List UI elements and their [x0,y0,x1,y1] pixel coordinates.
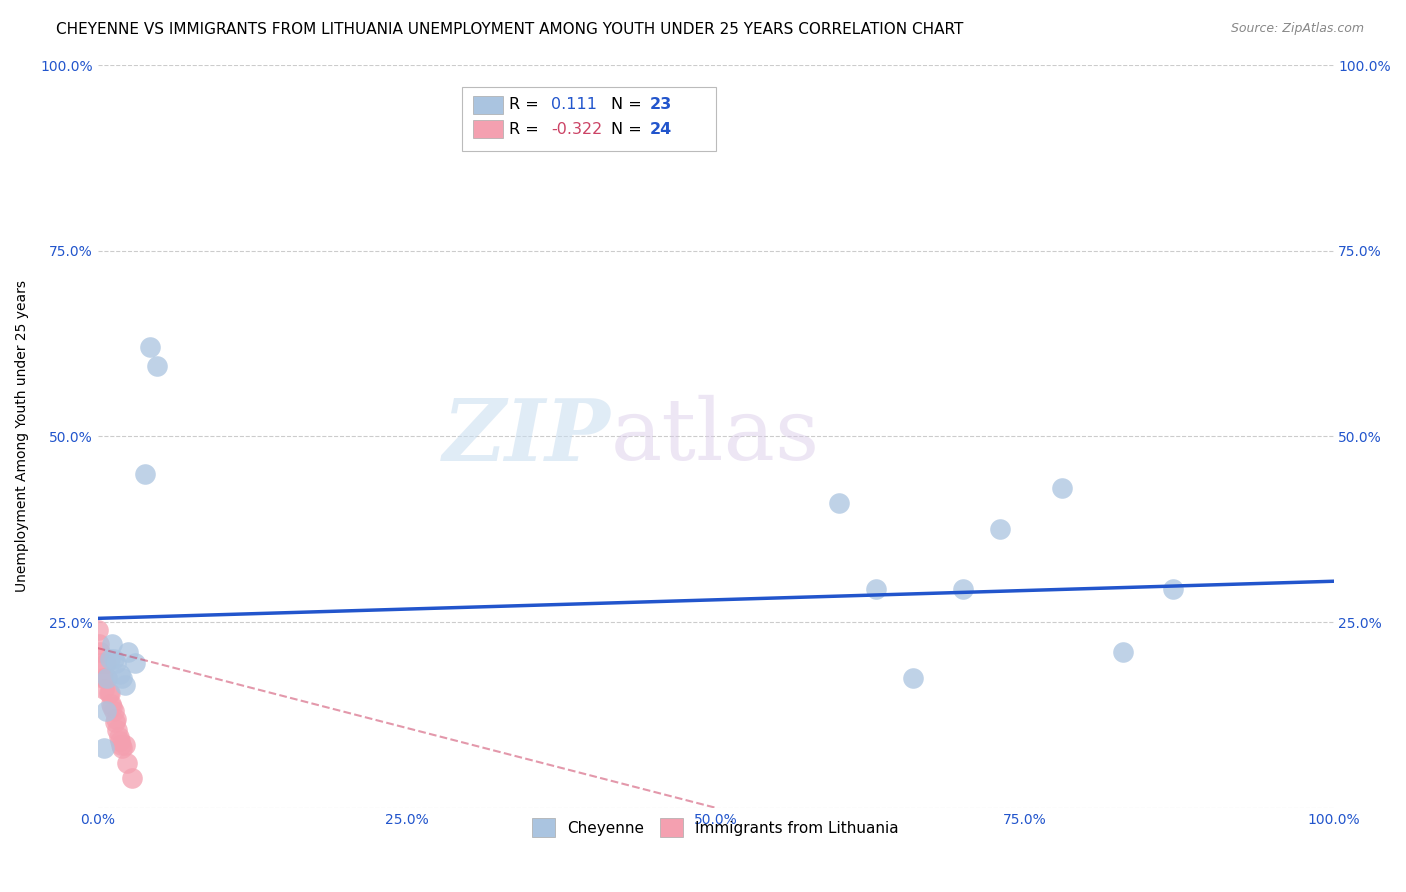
Point [90,656,112,670]
Text: Source: ZipAtlas.com: Source: ZipAtlas.com [1230,22,1364,36]
Text: 23: 23 [650,97,672,112]
Text: N =: N = [610,97,641,112]
Text: 0.111: 0.111 [551,97,598,112]
Point [96,704,118,718]
Point [93,741,115,756]
Point [103,704,125,718]
Point [103,652,125,666]
Point [104,715,127,730]
Point [111,741,134,756]
Text: R =: R = [509,97,538,112]
Point [93,681,115,696]
Point [138,340,160,354]
Point [105,712,128,726]
Y-axis label: Unemployment Among Youth under 25 years: Unemployment Among Youth under 25 years [15,280,30,592]
Point [96,671,118,685]
Point [1112,645,1135,659]
FancyBboxPatch shape [474,96,503,114]
Point [952,582,974,596]
Text: CHEYENNE VS IMMIGRANTS FROM LITHUANIA UNEMPLOYMENT AMONG YOUTH UNDER 25 YEARS CO: CHEYENNE VS IMMIGRANTS FROM LITHUANIA UN… [56,22,963,37]
Point [100,697,122,711]
Text: N =: N = [610,122,641,137]
Point [98,685,121,699]
Text: atlas: atlas [610,395,820,478]
Point [1161,582,1184,596]
Point [108,734,131,748]
Point [97,685,120,699]
Point [134,467,156,481]
Point [91,671,114,685]
Point [146,359,169,373]
FancyBboxPatch shape [463,87,716,151]
Point [865,582,887,596]
Point [105,656,128,670]
Point [96,671,118,685]
Point [98,652,121,666]
Point [110,738,132,752]
Point [121,771,143,785]
Point [114,678,136,692]
Point [96,656,118,670]
Point [86,623,108,637]
Point [117,756,139,771]
Point [988,522,1011,536]
Text: ZIP: ZIP [443,394,610,478]
Text: -0.322: -0.322 [551,122,602,137]
Point [124,656,146,670]
Point [903,671,925,685]
Point [105,723,128,737]
Point [107,730,129,744]
Point [114,738,136,752]
Point [89,645,111,659]
Point [101,637,124,651]
Text: 24: 24 [650,122,672,137]
Point [87,637,110,651]
Legend: Cheyenne, Immigrants from Lithuania: Cheyenne, Immigrants from Lithuania [524,811,907,845]
Point [828,496,851,510]
Point [1050,482,1073,496]
Point [117,645,139,659]
Text: R =: R = [509,122,538,137]
Point [94,671,117,685]
Point [111,671,134,685]
Point [101,700,124,714]
Point [108,667,131,681]
FancyBboxPatch shape [474,120,503,138]
